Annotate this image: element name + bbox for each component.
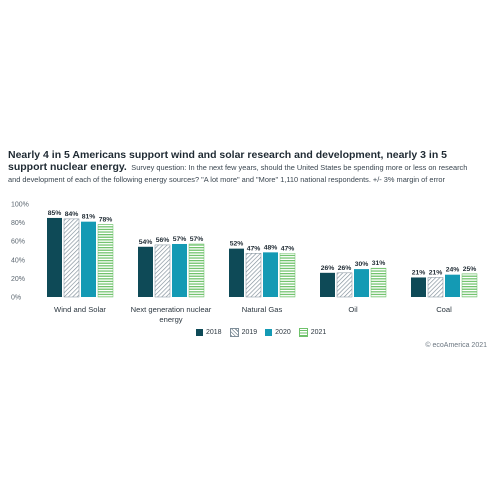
legend-item-2018: 2018 [196, 329, 222, 336]
bar-2019-3 [336, 272, 353, 298]
category-labels: Wind and Solar Next generation nuclearene… [54, 305, 452, 324]
y-tick-label: 20% [11, 276, 25, 283]
bar-2020-4 [445, 274, 460, 297]
data-label: 26% [338, 265, 352, 272]
bar-2018-2 [229, 248, 244, 297]
data-label: 31% [372, 260, 386, 267]
data-label: 84% [65, 211, 79, 218]
data-label: 24% [446, 267, 460, 274]
category-label: Next generation nuclear [131, 305, 212, 314]
data-label: 78% [99, 216, 113, 223]
legend: 2018 2019 2020 2021 [196, 328, 326, 337]
data-label: 47% [281, 245, 295, 252]
bar-2020-1 [172, 243, 187, 297]
legend-swatch-2020 [265, 329, 273, 336]
legend-label-2018: 2018 [206, 329, 222, 336]
category-label: energy [159, 315, 182, 324]
bar-2020-3 [354, 269, 369, 297]
bar-2019-4 [427, 277, 444, 298]
bars-group: 85% 84% 81% 78%54% 56% 57% 57%52%47% 48% 47%26% 2… [47, 210, 478, 298]
bar-2021-0 [97, 224, 114, 298]
legend-swatch-2021 [298, 328, 308, 337]
data-label: 81% [82, 214, 96, 221]
legend-label-2021: 2021 [310, 329, 327, 336]
y-tick-label: 60% [11, 239, 25, 246]
legend-item-2020: 2020 [265, 329, 291, 336]
data-label: 85% [48, 210, 62, 217]
legend-label-2019: 2019 [241, 329, 258, 336]
bar-2021-2 [279, 253, 296, 298]
category-label: Coal [436, 305, 452, 314]
legend-label-2020: 2020 [275, 329, 291, 336]
data-label: 47% [247, 245, 261, 252]
legend-swatch-2019 [229, 328, 239, 337]
data-label: 52% [230, 241, 244, 248]
data-label: 57% [173, 236, 187, 243]
bar-2019-1 [154, 244, 171, 298]
data-label: 56% [156, 237, 170, 244]
bar-2018-4 [411, 277, 426, 297]
data-label: 21% [412, 269, 426, 276]
legend-item-2019: 2019 [229, 328, 258, 337]
data-label: 26% [321, 265, 335, 272]
bar-2021-4 [461, 273, 478, 298]
category-label: Wind and Solar [54, 305, 106, 314]
chart-headline: Nearly 4 in 5 Americans support wind and… [8, 149, 478, 186]
source-credit: © ecoAmerica 2021 [425, 342, 487, 349]
category-label: Natural Gas [242, 305, 283, 314]
chart-subtitle: Survey question: In the next few years, … [8, 162, 468, 185]
category-label: Oil [348, 305, 358, 314]
legend-item-2021: 2021 [298, 328, 327, 337]
y-tick-label: 80% [11, 220, 25, 227]
y-tick-label: 0% [11, 295, 21, 302]
bar-2018-0 [47, 217, 62, 297]
bar-2020-0 [81, 221, 96, 297]
data-label: 25% [463, 266, 477, 273]
bar-2018-3 [320, 272, 335, 297]
legend-swatch-2018 [196, 329, 203, 336]
chart-title: Nearly 4 in 5 Americans support wind and… [8, 149, 448, 173]
y-axis: 0% 20% 40% 60% 80% 100% [11, 202, 29, 302]
data-label: 57% [190, 236, 204, 243]
bar-2021-3 [370, 267, 387, 298]
data-label: 21% [429, 269, 443, 276]
data-label: 30% [355, 261, 369, 268]
y-tick-label: 40% [11, 257, 25, 264]
bar-2020-2 [263, 252, 278, 297]
bar-2019-2 [245, 253, 262, 298]
bar-2021-1 [188, 243, 205, 298]
y-tick-label: 100% [11, 202, 29, 209]
data-label: 54% [139, 239, 153, 246]
bar-2018-1 [138, 246, 153, 297]
data-label: 48% [264, 244, 278, 251]
bar-2019-0 [63, 218, 80, 298]
